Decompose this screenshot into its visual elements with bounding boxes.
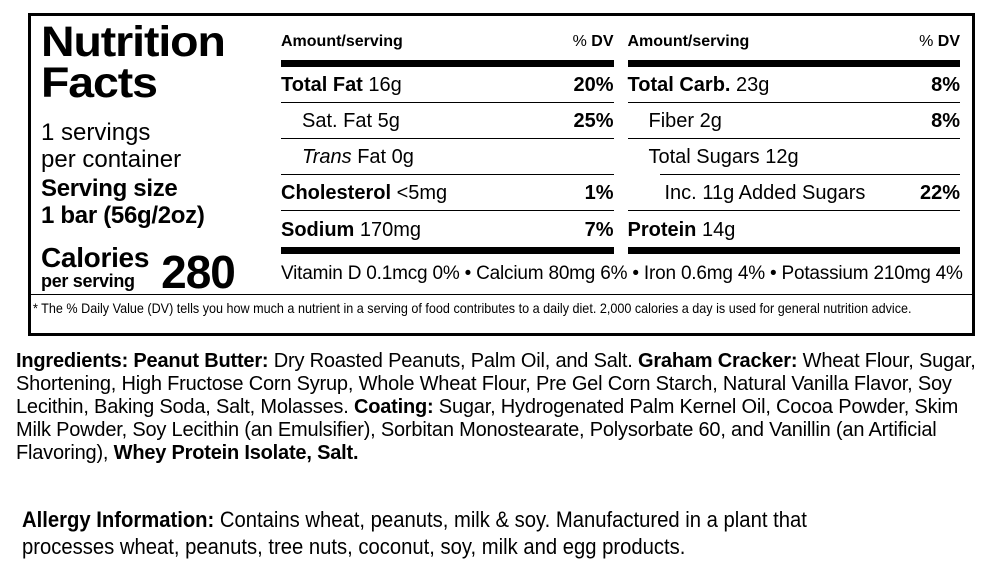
thick-rule (281, 60, 614, 67)
nutrient-amount: Total Carb. 23g (627, 74, 770, 96)
label-main-area: Nutrition Facts 1 servings per container… (31, 16, 972, 299)
calories-labels: Calories per serving (41, 241, 150, 292)
nutrient-amount: Cholesterol <5mg (281, 182, 448, 204)
nutrient-row-added-sugars: Inc. 11g Added Sugars 22% (627, 175, 960, 211)
thick-rule (627, 247, 960, 254)
nutrient-amount: Sat. Fat 5g (302, 110, 400, 132)
calories-value: 280 (161, 246, 236, 299)
serving-size-label: Serving size (41, 174, 178, 202)
nutrient-dv: 8% (931, 74, 960, 96)
calories-block: Calories per serving 280 (41, 241, 281, 299)
nutrient-amount: Fiber 2g (648, 110, 722, 132)
servings-count: 1 servings (41, 118, 151, 146)
label-title-line1: Nutrition (41, 18, 226, 66)
nutrient-dv: 8% (931, 110, 960, 132)
allergy-paragraph: Allergy Information: Contains wheat, pea… (22, 507, 807, 559)
amount-serving-header: Amount/serving (627, 33, 750, 50)
dv-header: % DV (919, 33, 960, 50)
nutrient-amount: Total Fat 16g (281, 74, 402, 96)
calories-label: Calories (41, 241, 150, 273)
servings-per-container: 1 servings per container (41, 119, 281, 173)
nutrient-row-protein: Protein 14g (628, 211, 961, 247)
nutrient-column-2: Amount/serving % DV Total Carb. 23g 8% F… (627, 16, 961, 254)
thick-rule (281, 247, 614, 254)
serving-size: Serving size 1 bar (56g/2oz) (41, 175, 281, 229)
nutrient-dv: 22% (919, 182, 960, 204)
nutrient-row-sodium: Sodium 170mg 7% (281, 211, 614, 247)
nutrient-dv: 1% (584, 182, 614, 204)
column-header: Amount/serving % DV (628, 16, 961, 60)
nutrient-row-sat-fat: Sat. Fat 5g 25% (281, 103, 614, 139)
allergy-heading: Allergy Information: (22, 507, 215, 532)
footnote-section: * The % Daily Value (DV) tells you how m… (31, 294, 972, 333)
servings-unit: per container (41, 145, 182, 173)
nutrient-dv: 7% (584, 219, 614, 241)
nutrient-amount: Inc. 11g Added Sugars (664, 182, 866, 204)
label-left-panel: Nutrition Facts 1 servings per container… (31, 16, 281, 299)
nutrient-amount: Protein 14g (627, 219, 736, 241)
nutrient-dv: 20% (573, 74, 614, 96)
nutrition-facts-panel: Nutrition Facts 1 servings per container… (28, 13, 975, 336)
nutrient-columns: Amount/serving % DV Total Fat 16g 20% Sa… (281, 16, 960, 254)
nutrient-row-total-carb: Total Carb. 23g 8% (627, 67, 960, 103)
nutrient-row-cholesterol: Cholesterol <5mg 1% (281, 175, 614, 211)
nutrient-dv: 25% (573, 110, 614, 132)
micronutrients-line: Vitamin D 0.1mcg 0% • Calcium 80mg 6% • … (281, 263, 963, 284)
calories-sublabel: per serving (41, 270, 135, 291)
nutrient-row-total-fat: Total Fat 16g 20% (281, 67, 614, 103)
nutrient-amount: Trans Fat 0g (302, 146, 414, 168)
label-nutrient-region: Amount/serving % DV Total Fat 16g 20% Sa… (281, 16, 972, 294)
ingredients-heading: Ingredients: Peanut Butter: (16, 350, 269, 372)
nutrient-column-1: Amount/serving % DV Total Fat 16g 20% Sa… (281, 16, 614, 254)
thick-rule (627, 60, 960, 67)
column-header: Amount/serving % DV (281, 16, 614, 60)
daily-value-footnote: * The % Daily Value (DV) tells you how m… (33, 300, 912, 316)
nutrient-row-trans-fat: Trans Fat 0g (281, 139, 614, 175)
ingredients-paragraph: Ingredients: Peanut Butter: Dry Roasted … (16, 350, 976, 464)
nutrient-row-total-sugars: Total Sugars 12g (628, 139, 961, 174)
nutrient-row-fiber: Fiber 2g 8% (627, 103, 960, 139)
label-title-line2: Facts (41, 59, 158, 108)
indented-rule (659, 174, 960, 175)
nutrient-amount: Sodium 170mg (281, 219, 422, 241)
amount-serving-header: Amount/serving (281, 33, 403, 50)
nutrient-amount: Total Sugars 12g (648, 146, 799, 168)
serving-size-value: 1 bar (56g/2oz) (41, 201, 205, 229)
dv-header: % DV (572, 33, 614, 50)
label-title: Nutrition Facts (41, 18, 300, 108)
